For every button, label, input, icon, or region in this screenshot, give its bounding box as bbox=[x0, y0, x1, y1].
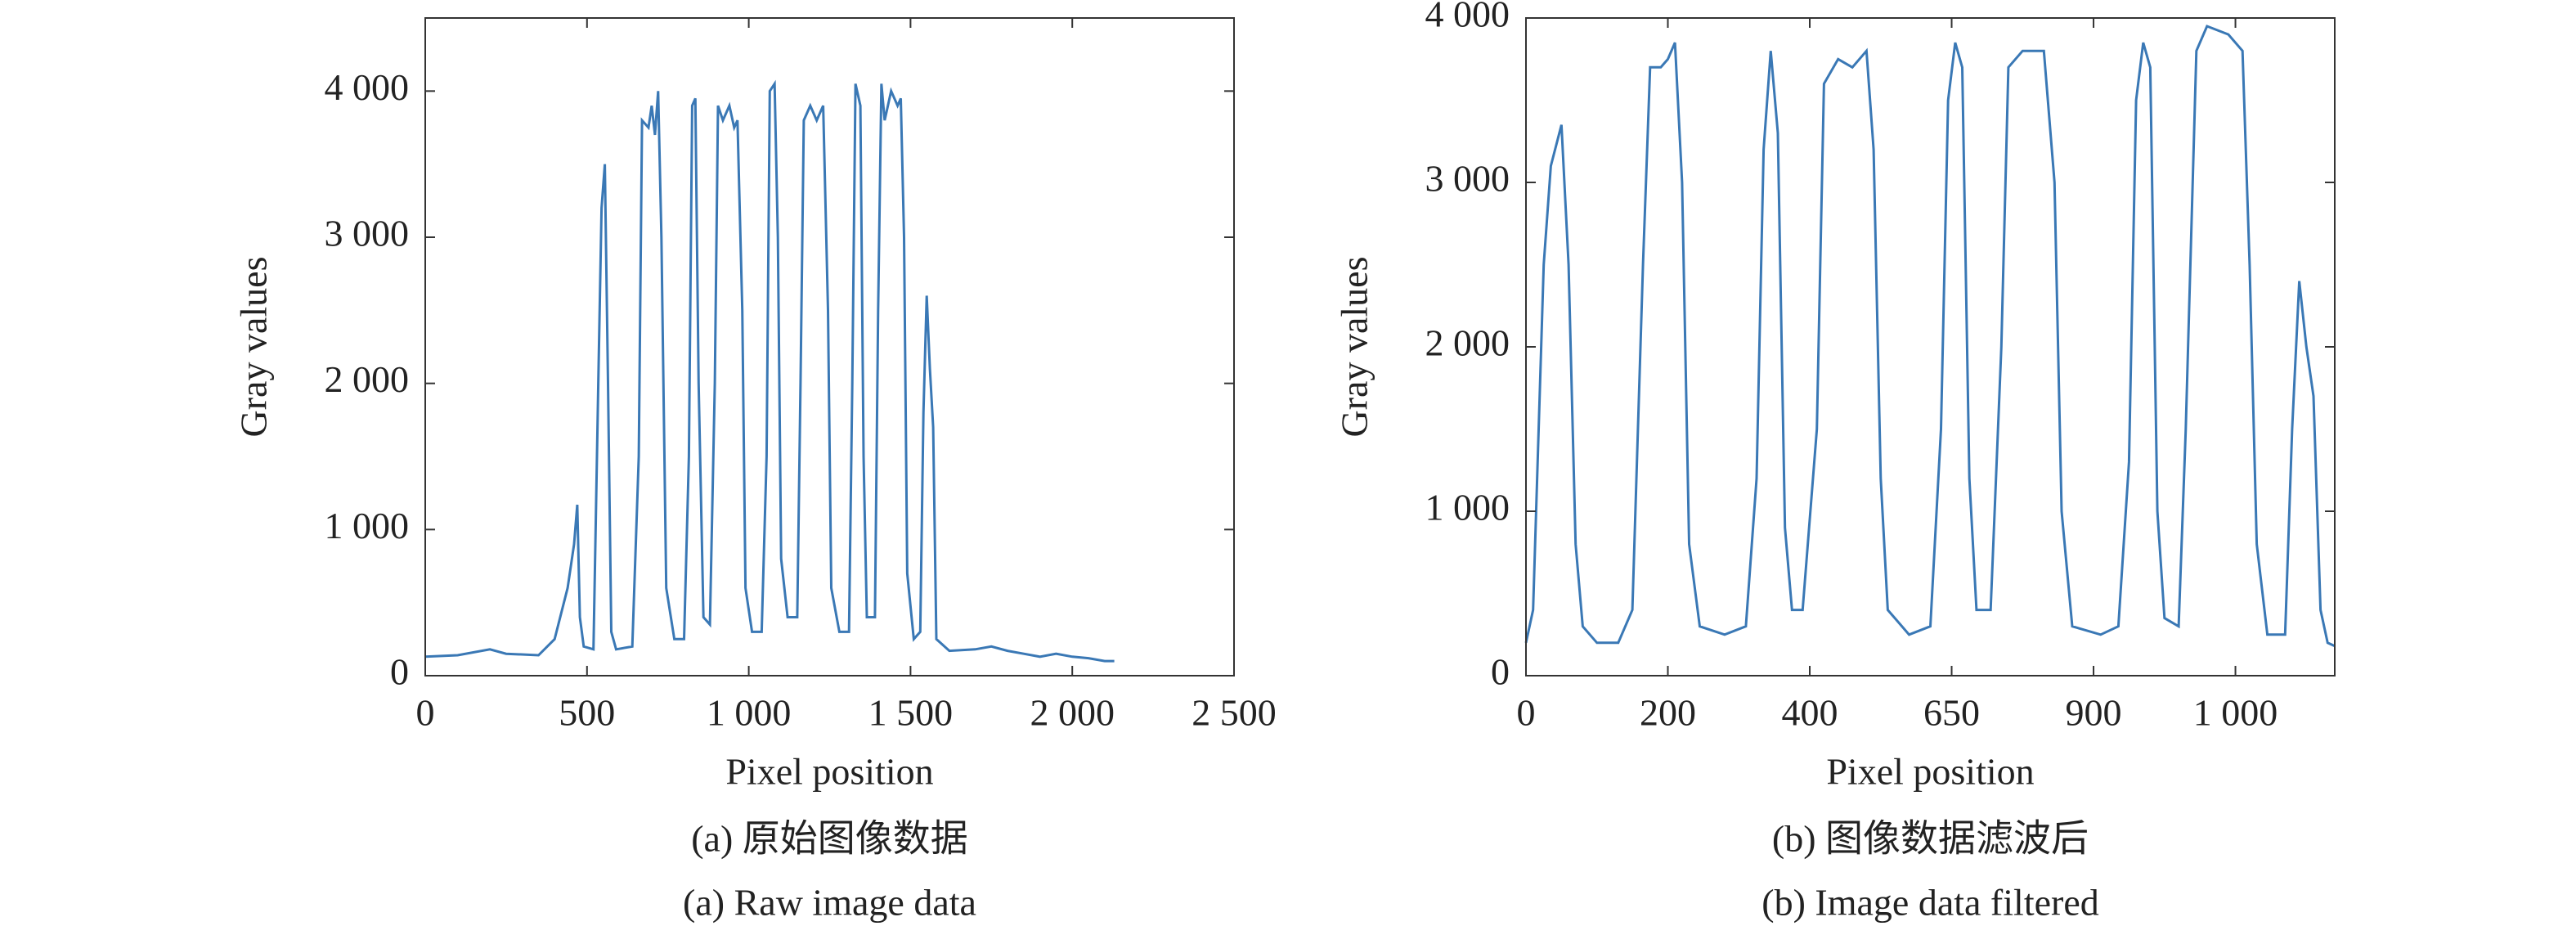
y-tick-label: 1 000 bbox=[1425, 487, 1510, 528]
x-tick-label: 650 bbox=[1923, 692, 1980, 734]
data-line bbox=[1524, 25, 2336, 648]
y-tick-label: 2 000 bbox=[1425, 322, 1510, 364]
x-axis-title: Pixel position bbox=[725, 751, 933, 793]
caption: (b) 图像数据滤波后 bbox=[1772, 818, 2089, 860]
x-tick-label: 1 000 bbox=[2193, 692, 2278, 734]
x-tick-label: 400 bbox=[1782, 692, 1838, 734]
x-tick-label: 500 bbox=[559, 692, 615, 734]
x-axis-title: Pixel position bbox=[1826, 751, 2034, 793]
caption: (a) 原始图像数据 bbox=[691, 818, 968, 860]
x-tick-label: 0 bbox=[1517, 692, 1536, 734]
y-tick-label: 4 000 bbox=[325, 66, 410, 108]
x-tick-label: 0 bbox=[416, 692, 435, 734]
y-axis-title: Gray values bbox=[1334, 257, 1376, 438]
caption-en: (a) Raw image data bbox=[683, 882, 976, 924]
x-tick-label: 200 bbox=[1640, 692, 1696, 734]
y-tick-label: 4 000 bbox=[1425, 0, 1510, 35]
x-tick-label: 900 bbox=[2066, 692, 2122, 734]
y-tick-label: 0 bbox=[390, 651, 409, 693]
x-tick-label: 1 500 bbox=[868, 692, 954, 734]
x-tick-label: 1 000 bbox=[707, 692, 792, 734]
y-tick-label: 3 000 bbox=[1425, 158, 1510, 200]
plot-frame bbox=[424, 17, 1235, 677]
data-line bbox=[424, 79, 1115, 663]
y-tick-label: 3 000 bbox=[325, 213, 410, 254]
y-tick-label: 1 000 bbox=[325, 505, 410, 546]
y-axis-title: Gray values bbox=[233, 257, 275, 438]
x-tick-label: 2 500 bbox=[1192, 692, 1277, 734]
x-tick-label: 2 000 bbox=[1030, 692, 1115, 734]
y-tick-label: 0 bbox=[1491, 651, 1510, 693]
y-tick-label: 2 000 bbox=[325, 358, 410, 400]
caption-en: (b) Image data filtered bbox=[1761, 882, 2099, 924]
